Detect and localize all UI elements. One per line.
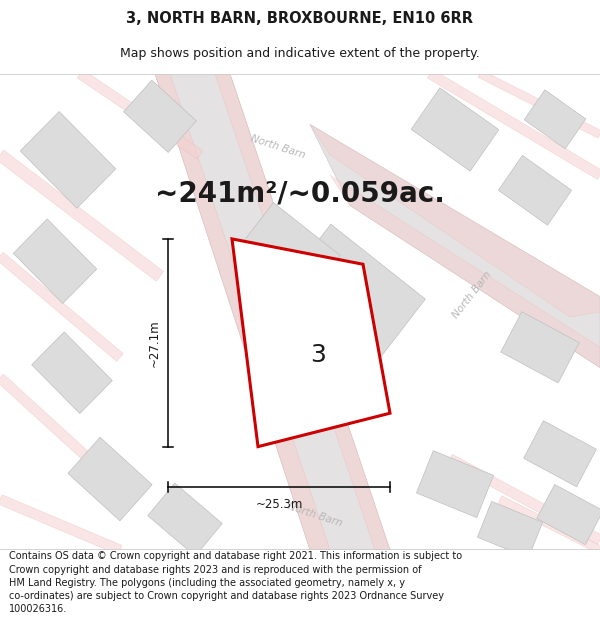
Polygon shape: [32, 332, 112, 414]
Polygon shape: [0, 253, 123, 361]
Polygon shape: [448, 454, 600, 544]
Polygon shape: [310, 124, 600, 317]
Text: North Barn: North Barn: [286, 501, 344, 528]
Polygon shape: [524, 90, 586, 149]
Text: 3, NORTH BARN, BROXBOURNE, EN10 6RR: 3, NORTH BARN, BROXBOURNE, EN10 6RR: [127, 11, 473, 26]
Polygon shape: [239, 202, 340, 299]
Polygon shape: [416, 451, 494, 518]
Polygon shape: [68, 438, 152, 521]
Polygon shape: [478, 501, 542, 558]
Polygon shape: [330, 175, 600, 368]
Polygon shape: [215, 74, 390, 550]
Polygon shape: [501, 312, 579, 383]
Polygon shape: [427, 69, 600, 179]
Polygon shape: [284, 224, 425, 359]
Text: Map shows position and indicative extent of the property.: Map shows position and indicative extent…: [120, 47, 480, 59]
Polygon shape: [498, 496, 600, 554]
Text: ~27.1m: ~27.1m: [148, 319, 161, 367]
Text: 3: 3: [310, 344, 326, 367]
Text: North Barn: North Barn: [250, 133, 307, 160]
Polygon shape: [155, 74, 330, 550]
Polygon shape: [478, 70, 600, 138]
Polygon shape: [155, 74, 390, 550]
Polygon shape: [77, 69, 203, 159]
Polygon shape: [0, 150, 164, 281]
Polygon shape: [148, 483, 222, 556]
Polygon shape: [411, 88, 499, 171]
Polygon shape: [13, 219, 97, 304]
Polygon shape: [310, 124, 600, 368]
Text: North Barn: North Barn: [451, 269, 493, 320]
Text: ~241m²/~0.059ac.: ~241m²/~0.059ac.: [155, 179, 445, 208]
Text: ~25.3m: ~25.3m: [256, 498, 302, 511]
Polygon shape: [20, 111, 116, 208]
Polygon shape: [499, 156, 572, 225]
Polygon shape: [0, 374, 103, 472]
Polygon shape: [524, 421, 596, 487]
Polygon shape: [0, 494, 122, 554]
Polygon shape: [537, 484, 600, 544]
Polygon shape: [232, 239, 390, 447]
Polygon shape: [124, 80, 196, 152]
Text: Contains OS data © Crown copyright and database right 2021. This information is : Contains OS data © Crown copyright and d…: [9, 551, 462, 614]
